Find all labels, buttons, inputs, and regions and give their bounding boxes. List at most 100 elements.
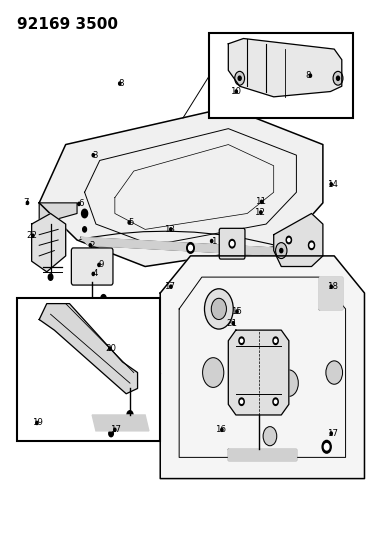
Circle shape <box>205 289 233 329</box>
Polygon shape <box>39 203 77 224</box>
Polygon shape <box>39 108 323 266</box>
Circle shape <box>336 76 339 80</box>
Circle shape <box>330 432 332 435</box>
Text: 21: 21 <box>227 319 238 328</box>
Circle shape <box>239 337 244 344</box>
Text: 4: 4 <box>92 269 98 278</box>
Text: 17: 17 <box>327 429 338 438</box>
Circle shape <box>170 228 172 231</box>
Circle shape <box>235 90 237 93</box>
Circle shape <box>211 298 226 319</box>
Text: 15: 15 <box>231 307 242 316</box>
Text: 16: 16 <box>215 425 226 434</box>
Circle shape <box>288 238 290 241</box>
Circle shape <box>92 154 94 157</box>
Circle shape <box>106 418 109 422</box>
Circle shape <box>92 272 94 276</box>
Text: 14: 14 <box>327 180 338 189</box>
Circle shape <box>32 234 34 237</box>
Polygon shape <box>228 38 342 97</box>
Polygon shape <box>32 214 66 272</box>
Circle shape <box>235 71 245 85</box>
Circle shape <box>240 400 243 403</box>
Circle shape <box>274 339 277 342</box>
Circle shape <box>203 358 224 387</box>
Polygon shape <box>228 330 289 415</box>
Circle shape <box>101 295 106 302</box>
Circle shape <box>286 236 291 244</box>
Text: 8: 8 <box>306 71 311 80</box>
Circle shape <box>240 339 243 342</box>
Circle shape <box>98 263 100 266</box>
Polygon shape <box>274 214 323 266</box>
FancyBboxPatch shape <box>219 228 245 259</box>
Text: 17: 17 <box>164 282 175 291</box>
FancyBboxPatch shape <box>16 298 160 441</box>
Circle shape <box>187 243 194 253</box>
Circle shape <box>324 443 329 450</box>
Circle shape <box>104 416 110 424</box>
Circle shape <box>326 361 343 384</box>
Text: 11: 11 <box>255 197 266 206</box>
Circle shape <box>26 201 29 205</box>
Polygon shape <box>88 367 107 383</box>
Polygon shape <box>92 415 149 431</box>
Circle shape <box>114 428 116 431</box>
Text: 13: 13 <box>164 225 175 234</box>
Polygon shape <box>160 256 365 479</box>
Circle shape <box>36 421 38 424</box>
Text: 9: 9 <box>98 261 104 269</box>
Polygon shape <box>228 449 296 460</box>
Text: 2: 2 <box>89 241 95 250</box>
Polygon shape <box>81 237 281 256</box>
Circle shape <box>274 400 277 403</box>
Circle shape <box>309 74 312 77</box>
Circle shape <box>333 71 343 85</box>
Text: 6: 6 <box>78 199 83 208</box>
Text: 12: 12 <box>255 208 266 217</box>
Circle shape <box>48 274 53 280</box>
Circle shape <box>279 370 298 397</box>
Circle shape <box>322 440 331 453</box>
Circle shape <box>273 398 278 406</box>
Text: 1: 1 <box>211 237 216 246</box>
FancyBboxPatch shape <box>71 248 113 285</box>
Circle shape <box>236 310 238 313</box>
Circle shape <box>109 430 113 437</box>
Circle shape <box>330 183 332 186</box>
Circle shape <box>231 241 234 246</box>
Circle shape <box>275 243 287 259</box>
Circle shape <box>118 82 121 85</box>
Circle shape <box>170 285 172 288</box>
Circle shape <box>239 398 244 406</box>
Circle shape <box>109 347 111 350</box>
Text: 17: 17 <box>110 425 121 434</box>
Circle shape <box>263 426 277 446</box>
Text: 5: 5 <box>128 218 134 227</box>
FancyBboxPatch shape <box>210 33 353 118</box>
Circle shape <box>260 211 262 214</box>
Circle shape <box>127 411 133 419</box>
Text: 10: 10 <box>230 87 241 96</box>
Circle shape <box>232 321 234 325</box>
Text: 22: 22 <box>26 231 37 240</box>
Circle shape <box>280 248 283 253</box>
Circle shape <box>261 200 263 204</box>
Circle shape <box>310 243 313 247</box>
Circle shape <box>82 209 88 217</box>
Circle shape <box>189 245 192 251</box>
Text: 3: 3 <box>92 151 98 160</box>
Text: 7: 7 <box>23 198 29 207</box>
Circle shape <box>128 221 130 224</box>
Circle shape <box>89 244 91 247</box>
Circle shape <box>238 76 241 80</box>
Circle shape <box>309 241 315 249</box>
Polygon shape <box>39 304 138 394</box>
Text: 19: 19 <box>32 418 43 427</box>
Circle shape <box>221 428 223 431</box>
Circle shape <box>229 239 235 248</box>
Circle shape <box>83 227 86 232</box>
Circle shape <box>330 285 332 288</box>
Text: 8: 8 <box>119 79 124 88</box>
Text: 20: 20 <box>106 344 117 353</box>
